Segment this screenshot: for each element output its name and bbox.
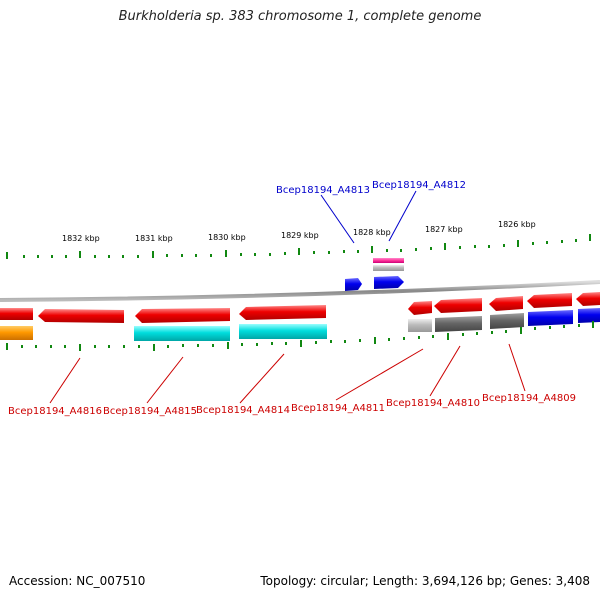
tick-label: 1831 kbp — [135, 234, 173, 243]
tick-label: 1827 kbp — [425, 225, 463, 234]
gene-label[interactable]: Bcep18194_A4814 — [196, 405, 290, 416]
gene-feature[interactable] — [374, 276, 404, 289]
gene-feature[interactable] — [373, 265, 404, 271]
gene-feature[interactable] — [239, 324, 327, 339]
gene-feature[interactable] — [135, 308, 230, 323]
gene-feature[interactable] — [134, 326, 230, 341]
gene-feature[interactable] — [490, 313, 524, 329]
tick-label: 1828 kbp — [353, 228, 391, 237]
accession-text: Accession: NC_007510 — [9, 574, 146, 588]
gene-feature[interactable] — [528, 310, 573, 326]
gene-label[interactable]: Bcep18194_A4809 — [482, 393, 576, 404]
gene-feature[interactable] — [408, 301, 432, 315]
gene-label[interactable]: Bcep18194_A4816 — [8, 406, 102, 417]
gene-label[interactable]: Bcep18194_A4815 — [103, 406, 197, 417]
gene-label[interactable]: Bcep18194_A4813 — [276, 185, 370, 196]
gene-feature[interactable] — [408, 319, 432, 332]
gene-feature[interactable] — [489, 296, 523, 311]
genome-summary: Topology: circular; Length: 3,694,126 bp… — [260, 574, 590, 588]
gene-label[interactable]: Bcep18194_A4811 — [291, 403, 385, 414]
gene-feature[interactable] — [38, 309, 124, 323]
forward-features — [345, 258, 404, 291]
map-title: Burkholderia sp. 383 chromosome 1, compl… — [118, 9, 482, 24]
gene-feature[interactable] — [527, 293, 572, 308]
genome-backbone — [0, 280, 600, 302]
tick-label: 1830 kbp — [208, 233, 246, 242]
gene-label[interactable]: Bcep18194_A4810 — [386, 398, 480, 409]
bottom-gene-labels — [49, 343, 526, 404]
gene-feature[interactable] — [578, 308, 600, 323]
top-gene-labels — [320, 190, 417, 244]
gene-feature[interactable] — [576, 292, 600, 306]
tick-label: 1832 kbp — [62, 234, 100, 243]
gene-feature[interactable] — [434, 298, 482, 313]
outer-tick-rail — [6, 234, 591, 259]
gene-feature[interactable] — [239, 305, 326, 320]
gene-label[interactable]: Bcep18194_A4812 — [372, 180, 466, 191]
tick-label: 1829 kbp — [281, 231, 319, 240]
tick-label: 1826 kbp — [498, 220, 536, 229]
gene-feature[interactable] — [0, 326, 33, 340]
gene-feature[interactable] — [435, 316, 482, 332]
reverse-features — [0, 292, 600, 341]
inner-tick-rail — [6, 321, 594, 351]
gene-feature[interactable] — [373, 258, 404, 263]
gene-feature[interactable] — [0, 308, 33, 320]
gene-feature[interactable] — [345, 278, 362, 291]
